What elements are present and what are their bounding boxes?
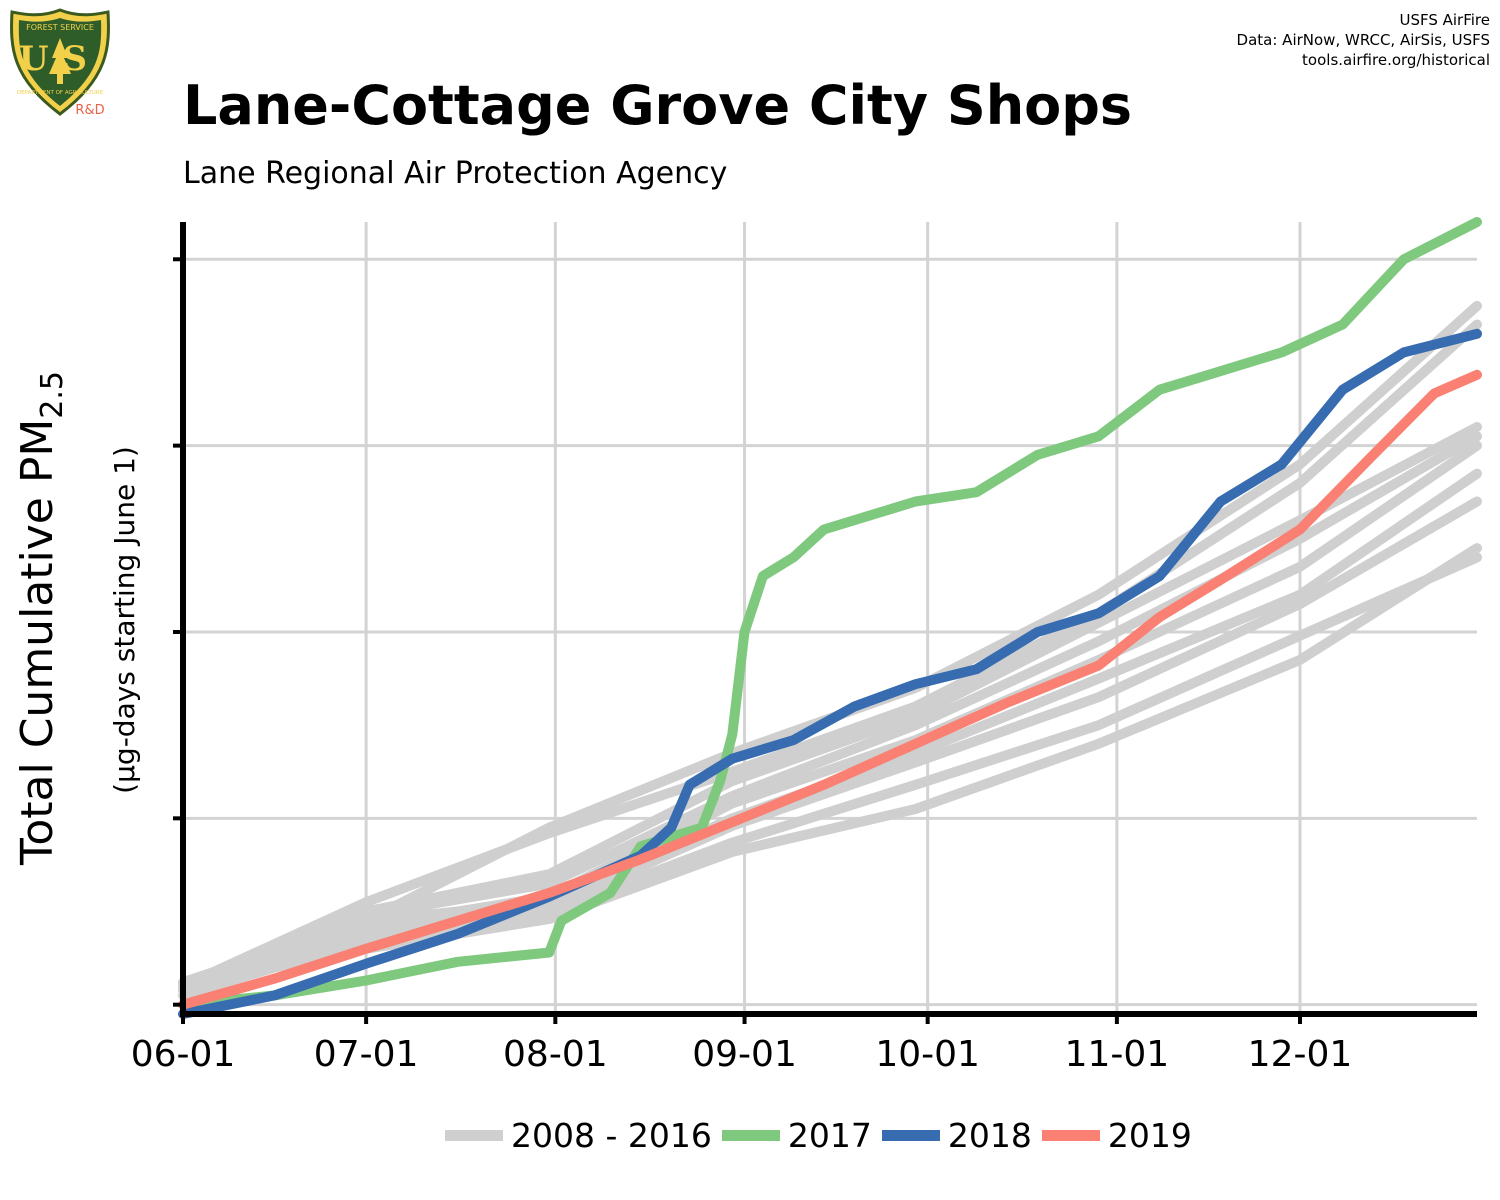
legend-label: 2018 bbox=[947, 1115, 1032, 1155]
legend-item: 2019 bbox=[1041, 1115, 1192, 1155]
credits: USFS AirFire Data: AirNow, WRCC, AirSis,… bbox=[1237, 10, 1490, 70]
legend-label: 2008 - 2016 bbox=[511, 1115, 712, 1155]
x-tick-label: 10-01 bbox=[875, 1034, 980, 1075]
legend-label: 2019 bbox=[1107, 1115, 1192, 1155]
usfs-shield-icon: FOREST SERVICE US DEPARTMENT OF AGRICULT… bbox=[10, 8, 110, 118]
legend-label: 2017 bbox=[787, 1115, 872, 1155]
legend-swatch bbox=[445, 1129, 503, 1141]
credit-line: USFS AirFire bbox=[1399, 11, 1490, 29]
x-tick-label: 12-01 bbox=[1248, 1034, 1353, 1075]
x-tick-label: 06-01 bbox=[131, 1034, 236, 1075]
legend-swatch bbox=[721, 1129, 780, 1141]
logo-ring-text: FOREST SERVICE bbox=[26, 23, 94, 32]
credit-line: Data: AirNow, WRCC, AirSis, USFS bbox=[1236, 31, 1490, 49]
legend-item: 2017 bbox=[721, 1115, 872, 1155]
series-line-2017 bbox=[178, 217, 1482, 1010]
series-line-2008-2016 bbox=[178, 440, 1482, 988]
series-line-2008-2016 bbox=[178, 422, 1482, 995]
series-line-2018 bbox=[178, 328, 1482, 1019]
x-tick-label: 09-01 bbox=[692, 1034, 797, 1075]
credit-line: tools.airfire.org/historical bbox=[1302, 51, 1490, 69]
x-tick-label: 08-01 bbox=[503, 1034, 608, 1075]
y-axis-label: Total Cumulative PM2.5 bbox=[12, 371, 70, 866]
legend-item: 2008 - 2016 bbox=[445, 1116, 712, 1155]
x-tick-label: 07-01 bbox=[314, 1034, 419, 1075]
series-line-2008-2016 bbox=[178, 431, 1482, 991]
legend: 2008 - 2016 2017 2018 2019 bbox=[445, 1115, 1202, 1155]
rd-badge: R&D bbox=[75, 103, 104, 118]
y-axis-sublabel: (µg-days starting June 1) bbox=[108, 446, 141, 794]
series-line-2008-2016 bbox=[178, 319, 1482, 991]
legend-swatch bbox=[1041, 1129, 1100, 1141]
x-tick-label: 11-01 bbox=[1065, 1034, 1170, 1075]
series-line-2019 bbox=[178, 369, 1482, 1010]
legend-swatch bbox=[881, 1129, 940, 1141]
logo-bottom-text: DEPARTMENT OF AGRICULTURE bbox=[17, 90, 104, 96]
page-title: Lane-Cottage Grove City Shops bbox=[183, 74, 1133, 137]
page-subtitle: Lane Regional Air Protection Agency bbox=[183, 156, 728, 191]
legend-item: 2018 bbox=[881, 1115, 1032, 1155]
